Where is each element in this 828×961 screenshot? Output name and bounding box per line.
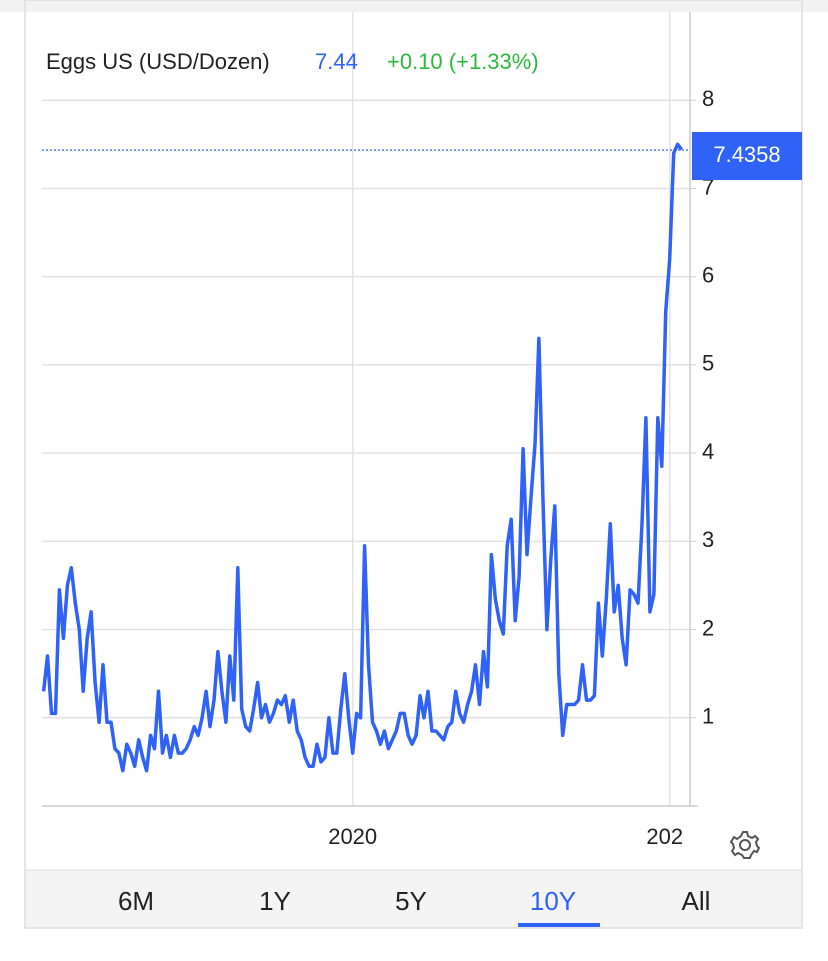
top-strip xyxy=(0,0,828,12)
series-name: Eggs US (USD/Dozen) xyxy=(46,49,270,74)
y-tick-label: 7 xyxy=(702,174,714,199)
plot: 1 2 3 4 5 6 7 8 2020 202 7.4358 xyxy=(41,12,802,849)
y-tick-label: 5 xyxy=(702,351,714,376)
frame xyxy=(24,0,803,929)
y-tick-label: 4 xyxy=(702,439,714,464)
range-button[interactable]: 1Y xyxy=(259,886,291,916)
range-underline xyxy=(518,923,600,927)
range-button[interactable]: 5Y xyxy=(395,886,427,916)
range-button[interactable]: 10Y xyxy=(530,886,576,916)
x-tick-label: 2020 xyxy=(328,824,377,849)
settings-icon[interactable] xyxy=(729,831,761,859)
last-value-box xyxy=(692,131,802,180)
y-tick-label: 6 xyxy=(702,262,714,287)
price-line xyxy=(41,142,683,773)
y-tick-label: 1 xyxy=(702,704,714,729)
range-bar xyxy=(26,870,801,927)
x-tick-label: 202 xyxy=(646,824,683,849)
y-tick-label: 8 xyxy=(702,86,714,111)
last-value-label: 7.4358 xyxy=(713,142,780,167)
header-change: +0.10 (+1.33%) xyxy=(387,49,539,74)
range-button[interactable]: All xyxy=(682,886,711,916)
y-tick-label: 2 xyxy=(702,615,714,640)
range-button[interactable]: 6M xyxy=(118,886,154,916)
header-price: 7.44 xyxy=(315,49,358,74)
y-tick-label: 3 xyxy=(702,527,714,552)
